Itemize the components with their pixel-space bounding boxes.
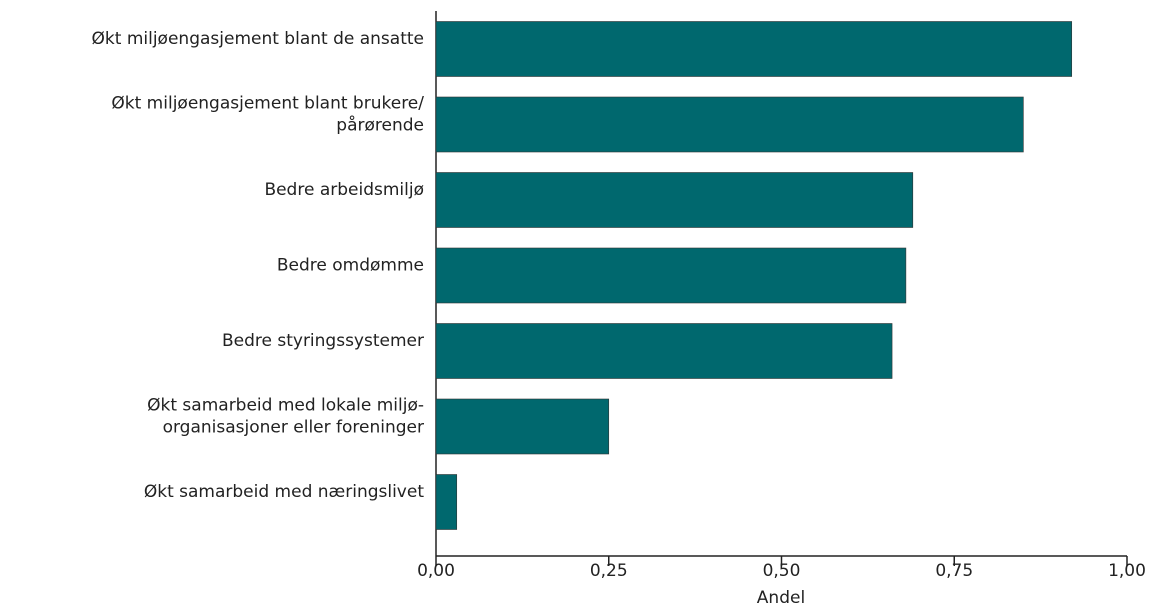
x-tick-label: 0,75 [935,561,973,581]
y-tick-label: Økt miljøengasjement blant brukere/pårør… [111,94,424,136]
x-tick-label: 0,00 [417,561,455,581]
bar [435,323,893,379]
y-tick-label: Bedre omdømme [277,256,424,276]
bar [435,474,458,530]
bar [435,247,907,304]
x-axis-label: Andel [757,588,805,608]
bar [435,96,1024,153]
y-tick-label: Økt samarbeid med næringslivet [144,482,424,502]
bar [435,21,1073,77]
y-tick-label: Bedre styringssystemer [222,331,424,351]
bar [435,172,914,228]
bar [435,398,610,455]
y-tick-label: Økt samarbeid med lokale miljø-organisas… [147,396,424,438]
x-tick-label: 1,00 [1108,561,1146,581]
y-tick-label: Bedre arbeidsmiljø [264,180,424,200]
y-tick-label: Økt miljøengasjement blant de ansatte [92,29,424,49]
x-tick-label: 0,50 [763,561,801,581]
x-tick-label: 0,25 [590,561,628,581]
